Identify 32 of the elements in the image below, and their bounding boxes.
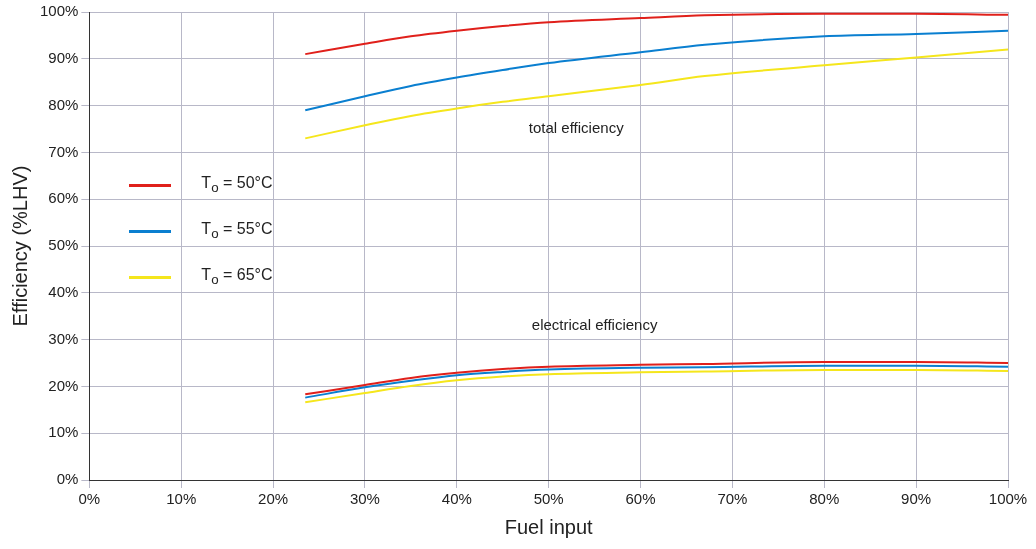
x-tick-label: 100% (988, 490, 1028, 508)
x-tick-label: 80% (809, 490, 840, 508)
annotation: electrical efficiency (531, 315, 658, 333)
x-tick-label: 10% (166, 490, 197, 508)
y-tick-label: 50% (48, 236, 79, 254)
legend-label: T$_{o}$ = 50°C (201, 174, 273, 196)
x-tick-label: 0% (78, 490, 101, 508)
x-tick-label: 20% (258, 490, 289, 508)
y-tick-label: 30% (48, 329, 79, 347)
x-tick-label: 40% (441, 490, 472, 508)
y-tick-label: 20% (48, 376, 79, 394)
y-tick-label: 40% (48, 282, 79, 300)
legend-label: T$_{o}$ = 55°C (201, 220, 273, 242)
x-tick-label: 50% (533, 490, 564, 508)
annotation: total efficiency (528, 119, 625, 137)
x-tick-label: 70% (717, 490, 748, 508)
y-tick-label: 90% (48, 48, 79, 66)
y-tick-label: 70% (48, 142, 79, 160)
y-tick-label: 60% (48, 189, 79, 207)
line-series (304, 12, 1008, 56)
legend-label: T$_{o}$ = 65°C (201, 266, 273, 288)
y-tick-label: 10% (48, 423, 79, 441)
y-tick-label: 80% (48, 95, 79, 113)
y-axis-title: Efficiency (%LHV) (8, 165, 31, 327)
x-tick-label: 30% (349, 490, 380, 508)
x-tick-label: 60% (625, 490, 656, 508)
x-axis-title: Fuel input (504, 515, 594, 538)
x-tick-label: 90% (901, 490, 932, 508)
line-series (304, 29, 1008, 112)
y-tick-label: 100% (39, 2, 79, 20)
y-tick-label: 0% (56, 470, 79, 488)
line-series (304, 48, 1008, 140)
